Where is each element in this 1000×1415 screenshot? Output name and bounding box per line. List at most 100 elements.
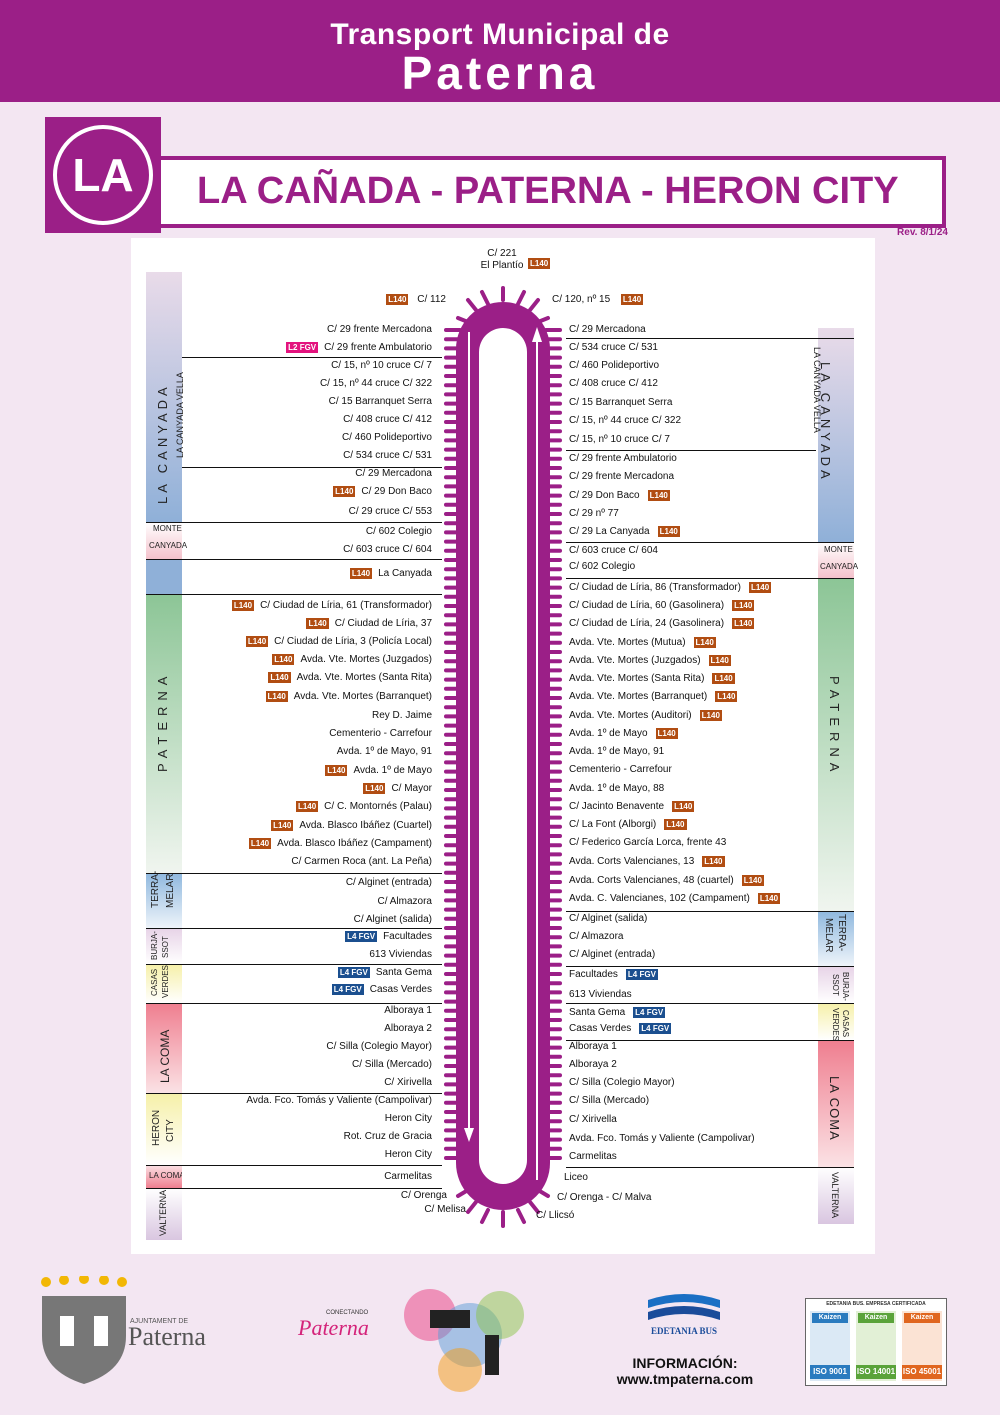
right-stop[interactable]: C/ Ciudad de Líria, 86 (Transformador) L1… bbox=[569, 581, 772, 595]
right-stop[interactable]: Carmelitas bbox=[569, 1150, 617, 1164]
right-stop[interactable]: C/ Silla (Colegio Mayor) bbox=[569, 1076, 675, 1090]
left-stop[interactable]: Avda. 1º de Mayo, 91 bbox=[337, 745, 432, 759]
left-stop[interactable]: Cementerio - Carrefour bbox=[329, 727, 432, 741]
left-stop[interactable]: C/ 534 cruce C/ 531 bbox=[343, 449, 432, 463]
right-stop[interactable]: Avda. Corts Valencianes, 48 (cuartel) L14… bbox=[569, 874, 764, 888]
left-stop[interactable]: L140 Avda. Blasco Ibáñez (Campament) bbox=[248, 837, 432, 851]
left-stop[interactable]: L140 Avda. Vte. Mortes (Santa Rita) bbox=[268, 671, 432, 685]
left-stop[interactable]: C/ Melisa bbox=[424, 1203, 466, 1217]
left-stop[interactable]: Heron City bbox=[385, 1148, 432, 1162]
left-stop[interactable]: C/ 29 Mercadona bbox=[355, 467, 432, 481]
left-stop[interactable]: L140 Avda. 1º de Mayo bbox=[325, 764, 432, 778]
right-stop[interactable]: C/ 29 nº 77 bbox=[569, 507, 619, 521]
right-stop[interactable]: C/ 408 cruce C/ 412 bbox=[569, 377, 658, 391]
left-stop[interactable]: C/ 15, nº 10 cruce C/ 7 bbox=[331, 359, 432, 373]
right-stop[interactable]: C/ Alginet (entrada) bbox=[569, 948, 655, 962]
right-stop[interactable]: Avda. Corts Valencianes, 13 L140 bbox=[569, 855, 725, 869]
right-stop[interactable]: C/ Ciudad de Líria, 60 (Gasolinera) L140 bbox=[569, 599, 755, 613]
left-stop[interactable]: Rot. Cruz de Gracia bbox=[344, 1130, 432, 1144]
right-stop[interactable]: C/ 29 frente Ambulatorio bbox=[569, 452, 677, 466]
right-stop[interactable]: C/ 602 Colegio bbox=[569, 560, 635, 574]
right-stop[interactable]: Avda. Vte. Mortes (Mutua) L140 bbox=[569, 636, 716, 650]
left-stop[interactable]: L140 C/ Ciudad de Líria, 3 (Policía Local… bbox=[245, 635, 432, 649]
right-stop[interactable]: Avda. Vte. Mortes (Barranquet) L140 bbox=[569, 690, 738, 704]
left-stop[interactable]: Heron City bbox=[385, 1112, 432, 1126]
left-stop[interactable]: C/ Almazora bbox=[378, 895, 432, 909]
left-stop[interactable]: C/ Alginet (salida) bbox=[354, 913, 432, 927]
right-stop[interactable]: C/ Almazora bbox=[569, 930, 623, 944]
right-stop[interactable]: C/ 603 cruce C/ 604 bbox=[569, 544, 658, 558]
left-stop[interactable]: C/ Silla (Mercado) bbox=[352, 1058, 432, 1072]
left-stop[interactable]: C/ 603 cruce C/ 604 bbox=[343, 543, 432, 557]
right-stop[interactable]: Avda. 1º de Mayo, 91 bbox=[569, 745, 664, 759]
left-stop[interactable]: Avda. Fco. Tomás y Valiente (Campolivar) bbox=[246, 1094, 432, 1108]
right-stop[interactable]: Santa Gema L4 FGV bbox=[569, 1006, 666, 1020]
left-stop[interactable]: L140 Avda. Blasco Ibáñez (Cuartel) bbox=[271, 819, 432, 833]
left-stop[interactable]: L140 C/ C. Montornés (Palau) bbox=[295, 800, 432, 814]
left-stop[interactable]: C/ 408 cruce C/ 412 bbox=[343, 413, 432, 427]
right-stop[interactable]: Avda. Vte. Mortes (Auditori) L140 bbox=[569, 709, 722, 723]
left-stop[interactable]: C/ Silla (Colegio Mayor) bbox=[326, 1040, 432, 1054]
info-url[interactable]: www.tmpaterna.com bbox=[616, 1371, 754, 1387]
right-stop[interactable]: Facultades L4 FGV bbox=[569, 968, 658, 982]
left-stop[interactable]: C/ 15 Barranquet Serra bbox=[329, 395, 432, 409]
right-stop[interactable]: Avda. Fco. Tomás y Valiente (Campolivar) bbox=[569, 1132, 755, 1146]
left-stop[interactable]: L140 C/ Ciudad de Líria, 37 bbox=[306, 617, 432, 631]
right-stop[interactable]: 613 Viviendas bbox=[569, 988, 632, 1002]
left-stop[interactable]: L140 La Canyada bbox=[349, 567, 432, 581]
left-stop[interactable]: C/ 29 frente Mercadona bbox=[327, 323, 432, 337]
left-stop[interactable]: C/ Orenga bbox=[401, 1189, 447, 1203]
terminal-top-right[interactable]: C/ 120, nº 15 L140 bbox=[552, 293, 682, 307]
left-stop[interactable]: C/ 15, nº 44 cruce C/ 322 bbox=[320, 377, 432, 391]
right-stop[interactable]: Casas Verdes L4 FGV bbox=[569, 1022, 672, 1036]
right-stop[interactable]: C/ Ciudad de Líria, 24 (Gasolinera) L140 bbox=[569, 617, 755, 631]
right-stop[interactable]: Avda. 1º de Mayo, 88 bbox=[569, 782, 664, 796]
left-stop[interactable]: L140 C/ Ciudad de Líria, 61 (Transformado… bbox=[231, 599, 432, 613]
left-stop[interactable]: L4 FGV Santa Gema bbox=[337, 966, 432, 980]
right-stop[interactable]: Cementerio - Carrefour bbox=[569, 763, 672, 777]
left-stop[interactable]: Carmelitas bbox=[384, 1170, 432, 1184]
right-stop[interactable]: C/ 15, nº 44 cruce C/ 322 bbox=[569, 414, 681, 428]
right-stop[interactable]: Liceo bbox=[564, 1171, 588, 1185]
terminal-top-left[interactable]: L140 C/ 112 bbox=[340, 293, 446, 307]
right-stop[interactable]: Avda. Vte. Mortes (Santa Rita) L140 bbox=[569, 672, 735, 686]
right-stop[interactable]: C/ Silla (Mercado) bbox=[569, 1094, 649, 1108]
left-stop[interactable]: L4 FGV Facultades bbox=[345, 930, 432, 944]
left-stop[interactable]: L4 FGV Casas Verdes bbox=[331, 983, 432, 997]
right-stop[interactable]: Avda. Vte. Mortes (Juzgados) L140 bbox=[569, 654, 731, 668]
right-stop[interactable]: C/ 29 La Canyada L140 bbox=[569, 525, 680, 539]
left-stop[interactable]: Alboraya 1 bbox=[384, 1004, 432, 1018]
right-stop[interactable]: Alboraya 2 bbox=[569, 1058, 617, 1072]
right-stop[interactable]: Alboraya 1 bbox=[569, 1040, 617, 1054]
left-stop[interactable]: Rey D. Jaime bbox=[372, 709, 432, 723]
right-stop[interactable]: C/ Federico García Lorca, frente 43 bbox=[569, 836, 726, 850]
left-stop[interactable]: C/ 29 cruce C/ 553 bbox=[349, 505, 432, 519]
right-stop[interactable]: C/ 15 Barranquet Serra bbox=[569, 396, 672, 410]
right-stop[interactable]: C/ Llicsó bbox=[536, 1209, 574, 1223]
right-stop[interactable]: C/ 15, nº 10 cruce C/ 7 bbox=[569, 433, 670, 447]
right-stop[interactable]: C/ 29 Don Baco L140 bbox=[569, 489, 670, 503]
left-stop[interactable]: C/ Carmen Roca (ant. La Peña) bbox=[291, 855, 432, 869]
left-stop[interactable]: L140 C/ Mayor bbox=[363, 782, 432, 796]
right-stop[interactable]: C/ Orenga - C/ Malva bbox=[557, 1191, 651, 1205]
left-stop[interactable]: L140 C/ 29 Don Baco bbox=[333, 485, 432, 499]
right-stop[interactable]: Avda. C. Valencianes, 102 (Campament) L14… bbox=[569, 892, 781, 906]
left-stop[interactable]: L140 Avda. Vte. Mortes (Juzgados) bbox=[272, 653, 432, 667]
right-stop[interactable]: C/ 534 cruce C/ 531 bbox=[569, 341, 658, 355]
right-stop[interactable]: C/ Jacinto Benavente L140 bbox=[569, 800, 695, 814]
right-stop[interactable]: C/ La Font (Alborgi) L140 bbox=[569, 818, 687, 832]
left-stop[interactable]: C/ 602 Colegio bbox=[366, 525, 432, 539]
terminal-top[interactable]: C/ 221 El Plantío bbox=[472, 248, 532, 274]
right-stop[interactable]: C/ Alginet (salida) bbox=[569, 912, 647, 926]
left-stop[interactable]: C/ 460 Polideportivo bbox=[342, 431, 432, 445]
right-stop[interactable]: C/ Xirivella bbox=[569, 1113, 617, 1127]
right-stop[interactable]: C/ 460 Polideportivo bbox=[569, 359, 659, 373]
right-stop[interactable]: Avda. 1º de Mayo L140 bbox=[569, 727, 678, 741]
left-stop[interactable]: L2 FGV C/ 29 frente Ambulatorio bbox=[286, 341, 432, 355]
right-stop[interactable]: C/ 29 frente Mercadona bbox=[569, 470, 674, 484]
left-stop[interactable]: C/ Xirivella bbox=[384, 1076, 432, 1090]
right-stop[interactable]: C/ 29 Mercadona bbox=[569, 323, 646, 337]
left-stop[interactable]: L140 Avda. Vte. Mortes (Barranquet) bbox=[265, 690, 432, 704]
left-stop[interactable]: 613 Viviendas bbox=[369, 948, 432, 962]
left-stop[interactable]: Alboraya 2 bbox=[384, 1022, 432, 1036]
